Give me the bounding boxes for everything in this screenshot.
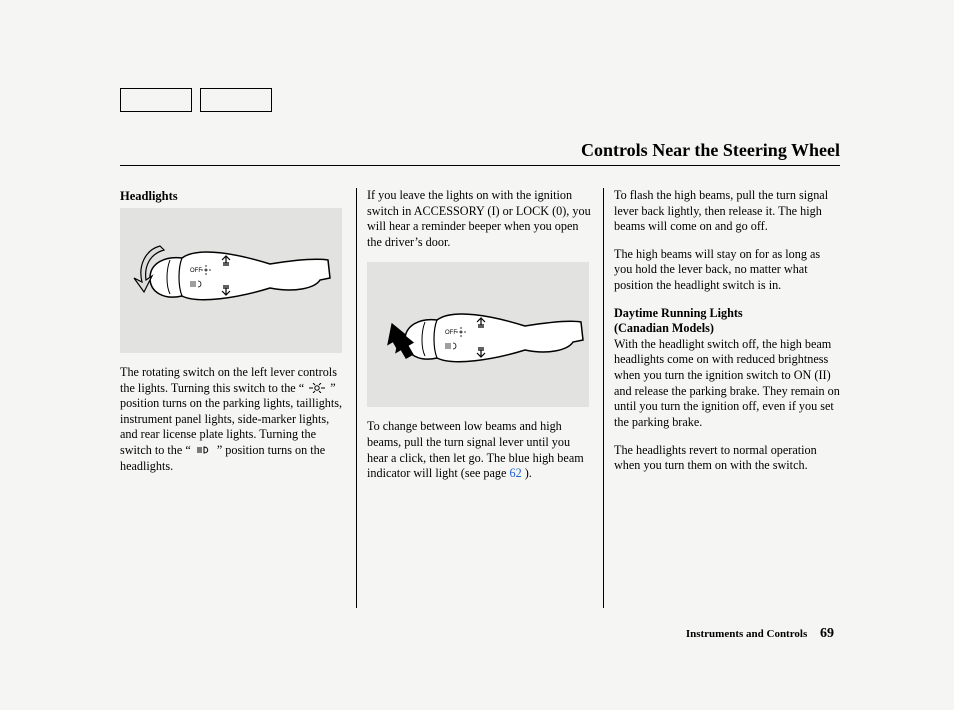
- col3-paragraph-1: To flash the high beams, pull the turn s…: [614, 188, 840, 235]
- col3-paragraph-4: The headlights revert to normal operatio…: [614, 443, 840, 474]
- column-divider-1: [356, 188, 357, 608]
- title-rule: [120, 165, 840, 166]
- figure-headlight-switch: OFF: [120, 208, 342, 353]
- parking-light-icon: [307, 381, 327, 395]
- page-title: Controls Near the Steering Wheel: [120, 140, 840, 161]
- col2-paragraph-1: If you leave the lights on with the igni…: [367, 188, 593, 250]
- col1-paragraph-1: The rotating switch on the left lever co…: [120, 365, 346, 474]
- col3-paragraph-2: The high beams will stay on for as long …: [614, 247, 840, 294]
- page-reference-link[interactable]: 62: [509, 466, 521, 480]
- col2-text-a: To change between low beams and high bea…: [367, 419, 584, 480]
- svg-text:OFF: OFF: [190, 268, 202, 274]
- figure-high-beam-lever: OFF: [367, 262, 589, 407]
- col2-paragraph-2: To change between low beams and high bea…: [367, 419, 593, 481]
- drl-heading-1: Daytime Running Lights: [614, 306, 743, 320]
- column-3: To flash the high beams, pull the turn s…: [614, 188, 840, 608]
- header-box-row: [120, 88, 840, 112]
- page-footer: Instruments and Controls 69: [686, 626, 834, 642]
- section-heading: Headlights: [120, 188, 346, 204]
- content-columns: Headlights OFF: [120, 188, 840, 608]
- svg-text:OFF: OFF: [445, 330, 457, 336]
- col3-paragraph-3: With the headlight switch off, the high …: [614, 337, 840, 431]
- col2-text-b: ).: [522, 466, 532, 480]
- column-2: If you leave the lights on with the igni…: [367, 188, 593, 608]
- footer-section-label: Instruments and Controls: [686, 628, 807, 640]
- col3-subheading: Daytime Running Lights (Canadian Models): [614, 306, 840, 337]
- column-divider-2: [603, 188, 604, 608]
- header-box-2: [200, 88, 272, 112]
- footer-page-number: 69: [820, 626, 834, 641]
- headlight-icon: [194, 443, 214, 457]
- col1-text-a: The rotating switch on the left lever co…: [120, 365, 337, 395]
- drl-heading-2: (Canadian Models): [614, 321, 714, 335]
- column-1: Headlights OFF: [120, 188, 346, 608]
- header-box-1: [120, 88, 192, 112]
